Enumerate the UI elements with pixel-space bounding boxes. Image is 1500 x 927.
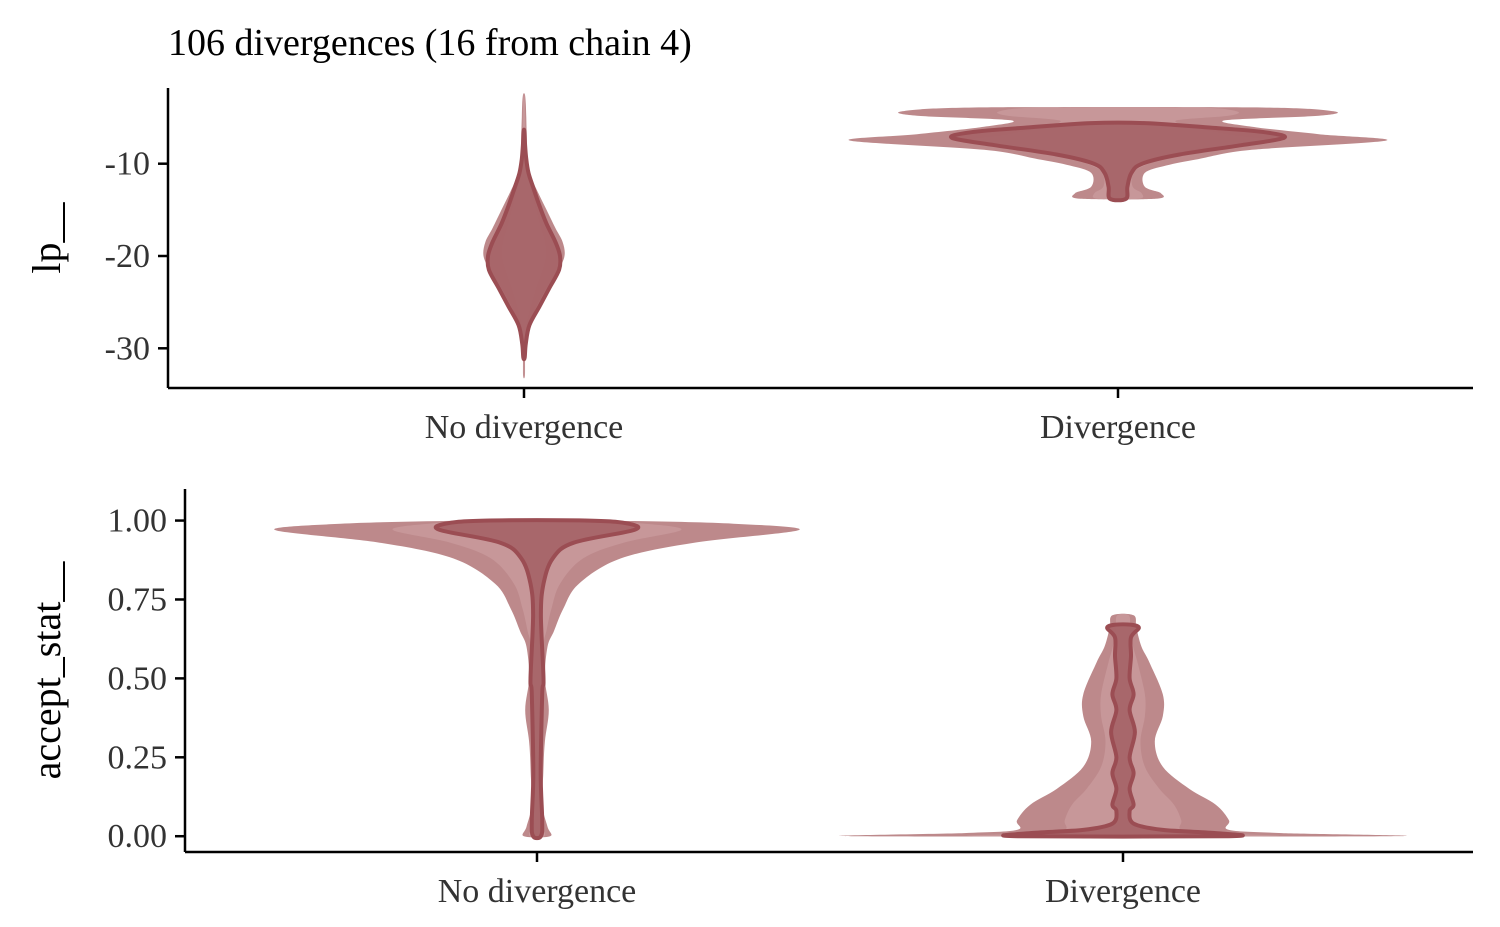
y-tick-label: 1.00 bbox=[108, 503, 168, 540]
y-tick-label: 0.75 bbox=[108, 581, 168, 618]
x-tick-label: No divergence bbox=[438, 873, 637, 910]
chart-title: 106 divergences (16 from chain 4) bbox=[168, 22, 692, 64]
violin-no-divergence bbox=[274, 518, 800, 841]
violin-inner-shape bbox=[485, 127, 563, 362]
violin-divergence bbox=[839, 613, 1407, 839]
violin-no-divergence bbox=[483, 93, 565, 379]
x-tick-label: Divergence bbox=[1045, 873, 1201, 910]
y-tick-label: 0.50 bbox=[108, 660, 168, 697]
y-axis-title: accept_stat__ bbox=[24, 561, 69, 780]
x-tick-label: Divergence bbox=[1040, 409, 1196, 446]
y-tick-label: 0.25 bbox=[108, 739, 168, 776]
panel-1: -30 -20 -10 No divergence Divergence lp__ bbox=[24, 88, 1473, 446]
violin-inner-shape bbox=[948, 120, 1288, 203]
y-tick-label: 0.00 bbox=[108, 818, 168, 855]
y-tick-label: -20 bbox=[105, 238, 150, 275]
violin-inner-shape bbox=[433, 518, 641, 841]
y-tick-label: -10 bbox=[105, 146, 150, 183]
violin-inner-shape bbox=[1001, 622, 1245, 839]
y-axis-title: lp__ bbox=[24, 201, 69, 273]
violin-divergence bbox=[848, 106, 1388, 203]
panels: -30 -20 -10 No divergence Divergence lp__ 0.00… bbox=[24, 88, 1473, 910]
y-tick-label: -30 bbox=[105, 330, 150, 367]
x-tick-label: No divergence bbox=[425, 409, 624, 446]
panel-2: 0.00 0.25 0.50 0.75 1.00 No divergence Diverge… bbox=[24, 489, 1473, 910]
